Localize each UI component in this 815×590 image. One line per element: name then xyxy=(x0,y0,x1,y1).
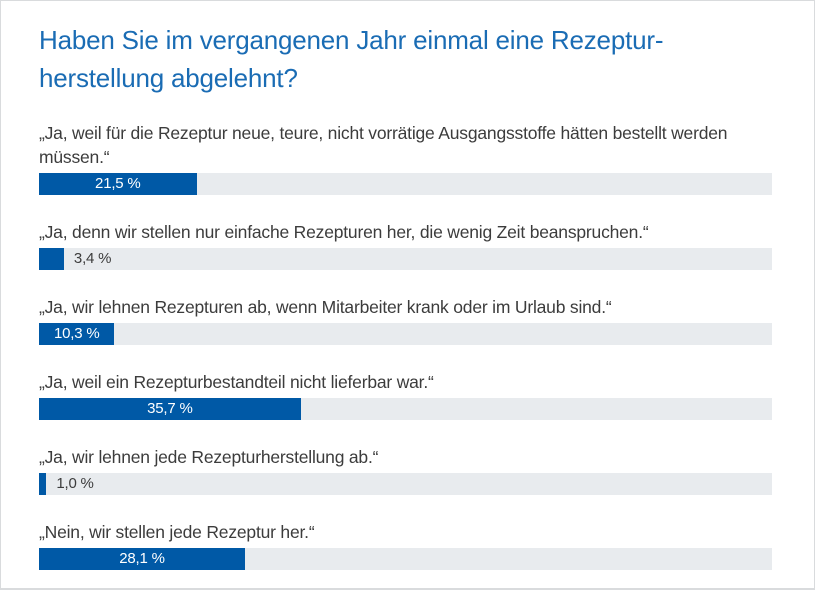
bar-value-label: 1,0 % xyxy=(56,475,94,492)
bar-group: „Ja, wir lehnen jede Rezepturherstellung… xyxy=(39,445,772,495)
chart-title-line-2: herstellung abgelehnt? xyxy=(39,63,298,93)
bar-track: 10,3 % xyxy=(39,323,772,345)
bar-value-label: 3,4 % xyxy=(73,250,112,267)
bar-value-label: 28,1 % xyxy=(119,550,165,567)
bar-fill xyxy=(39,548,245,570)
category-label: „Ja, denn wir stellen nur einfache Rezep… xyxy=(39,222,649,242)
bar-track: 1,0 % xyxy=(39,473,772,495)
bar-value-label: 21,5 % xyxy=(95,175,141,192)
bar-track: 3,4 % xyxy=(39,248,772,270)
category-label: „Ja, weil für die Rezeptur neue, teure, … xyxy=(39,123,728,167)
chart-title: Haben Sie im vergangenen Jahr einmal ein… xyxy=(39,21,770,97)
bar-fill xyxy=(39,323,115,345)
bar-fill xyxy=(39,173,197,195)
chart-title-line-1: Haben Sie im vergangenen Jahr einmal ein… xyxy=(39,25,664,55)
bar-fill xyxy=(39,398,301,420)
bar-group: „Ja, weil ein Rezepturbestandteil nicht … xyxy=(39,370,772,420)
bar-track: 21,5 % xyxy=(39,173,772,195)
category-label: „Ja, wir lehnen Rezepturen ab, wenn Mita… xyxy=(39,297,612,317)
category-label: „Ja, weil ein Rezepturbestandteil nicht … xyxy=(39,372,434,392)
bar-group: „Ja, denn wir stellen nur einfache Rezep… xyxy=(39,220,772,270)
category-label: „Nein, wir stellen jede Rezeptur her.“ xyxy=(39,522,315,542)
bar-track: 35,7 % xyxy=(39,398,772,420)
bar-group: „Ja, wir lehnen Rezepturen ab, wenn Mita… xyxy=(39,295,772,345)
bar-value-label: 10,3 % xyxy=(53,325,100,342)
bar-value-label: 35,7 % xyxy=(147,400,193,417)
bar-fill xyxy=(39,473,47,495)
bar-track: 28,1 % xyxy=(39,548,772,570)
bar-group: „Ja, weil für die Rezeptur neue, teure, … xyxy=(39,121,772,195)
bar-fill xyxy=(39,248,64,270)
bar-group: „Nein, wir stellen jede Rezeptur her.“ 2… xyxy=(39,520,772,570)
category-label: „Ja, wir lehnen jede Rezepturherstellung… xyxy=(39,447,379,467)
